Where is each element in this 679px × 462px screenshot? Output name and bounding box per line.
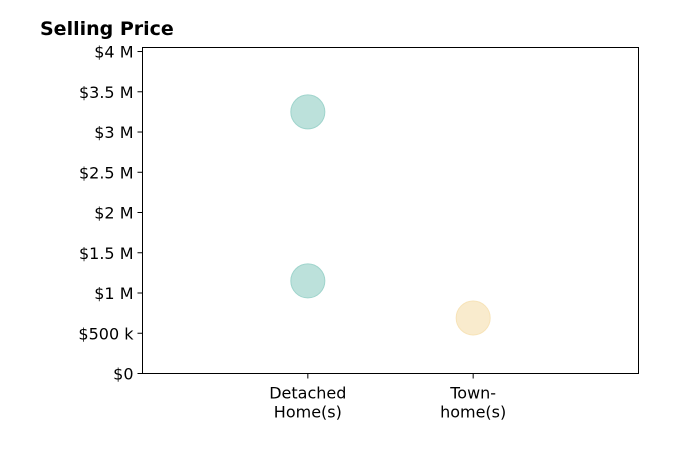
y-tick-label: $1 M: [94, 284, 133, 303]
chart-title: Selling Price: [40, 18, 174, 40]
x-tick-label: Detached Home(s): [269, 384, 346, 422]
data-points: [290, 94, 491, 336]
x-tick-label: Town-home(s): [440, 384, 506, 422]
plot-frame: [142, 47, 639, 374]
x-tick-label-line: Town-: [449, 384, 496, 403]
data-point: [455, 300, 491, 336]
y-tick-label: $2 M: [94, 204, 133, 223]
x-tick-label-line: Detached: [269, 384, 346, 403]
y-tick-label: $3.5 M: [79, 83, 134, 102]
axis-ticks: $0 $500 k $1 M $1.5 M $2 M $2.5 M $3 M $3.5 M $4…: [78, 43, 506, 422]
data-point: [290, 263, 326, 299]
y-tick-label: $3 M: [94, 123, 133, 142]
y-tick-label: $1.5 M: [79, 244, 134, 263]
y-tick-label: $0: [113, 365, 133, 384]
x-tick-label-line: Home(s): [274, 403, 342, 422]
data-point: [290, 94, 326, 130]
y-tick-label: $4 M: [94, 43, 133, 62]
x-tick-label-line: home(s): [440, 403, 506, 422]
y-tick-label: $500 k: [78, 324, 134, 343]
y-tick-label: $2.5 M: [79, 163, 134, 182]
